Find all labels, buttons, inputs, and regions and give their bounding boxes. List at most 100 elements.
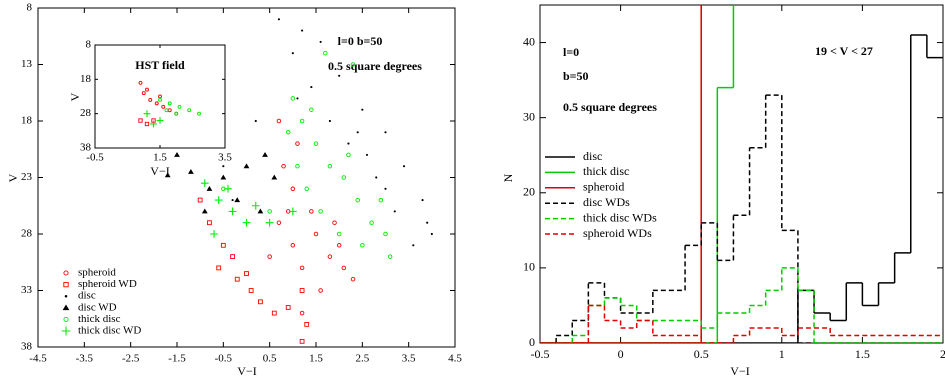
x-axis-label: V−I xyxy=(730,364,749,378)
point xyxy=(216,265,222,271)
point xyxy=(299,310,305,316)
y-tick-label: 30 xyxy=(523,109,535,123)
legend-label: spheroid WDs xyxy=(583,226,652,240)
point xyxy=(267,254,272,259)
point xyxy=(177,104,182,109)
x-tick-label: 1.5 xyxy=(855,347,870,361)
point xyxy=(258,299,263,305)
point xyxy=(257,208,264,214)
point xyxy=(332,220,337,225)
point xyxy=(200,179,209,188)
point xyxy=(164,172,171,178)
point xyxy=(356,131,359,134)
annotation: 0.5 square degrees xyxy=(563,100,657,114)
point xyxy=(336,243,342,248)
x-tick-label: 0.5 xyxy=(263,353,277,365)
point xyxy=(243,163,250,169)
point xyxy=(291,52,294,55)
point xyxy=(276,220,282,225)
y-axis-label: N xyxy=(501,173,515,182)
point xyxy=(214,196,223,204)
point xyxy=(188,168,194,174)
point xyxy=(288,207,297,216)
legend-marker xyxy=(61,326,71,336)
x-tick-label: 2.5 xyxy=(355,353,369,365)
y-tick-label: 38 xyxy=(21,341,33,353)
point xyxy=(350,276,356,282)
point xyxy=(230,254,235,259)
y-tick-label: 18 xyxy=(21,115,33,127)
point xyxy=(301,29,304,32)
point xyxy=(318,288,323,293)
panel: -4.5 -3.5 -2.5 -1.5 -0.5 0.5 1.5 2.5 3.5 4.5 8 13 18… xyxy=(6,2,463,378)
legend-marker xyxy=(63,270,69,276)
y-tick-label: 23 xyxy=(21,171,33,183)
point xyxy=(378,197,384,203)
point xyxy=(234,276,240,282)
x-tick-label: 1 xyxy=(779,347,785,361)
x-tick-label: 2 xyxy=(940,347,945,361)
point xyxy=(141,91,146,96)
x-tick-label: -0.5 xyxy=(215,353,233,365)
point xyxy=(341,175,347,180)
legend-marker xyxy=(63,281,69,288)
y-tick-label: 8 xyxy=(86,39,92,51)
plot-frame xyxy=(539,4,944,344)
legend-marker xyxy=(64,294,68,298)
y-tick-label: 10 xyxy=(523,260,535,274)
point xyxy=(234,197,241,203)
point xyxy=(295,163,300,169)
point xyxy=(383,231,388,237)
point xyxy=(361,108,364,111)
y-tick-label: 28 xyxy=(80,107,92,119)
point xyxy=(290,96,296,101)
point xyxy=(338,74,341,77)
point xyxy=(281,163,286,169)
y-axis-label: V xyxy=(68,92,82,101)
legend-label: disc WD xyxy=(78,301,117,313)
point xyxy=(323,50,328,56)
point xyxy=(384,131,387,134)
point xyxy=(393,210,396,213)
point xyxy=(167,101,172,106)
point xyxy=(158,97,162,102)
point xyxy=(328,119,331,123)
point xyxy=(210,230,218,238)
point xyxy=(228,207,237,216)
x-tick-label: 1.5 xyxy=(309,353,323,365)
point xyxy=(299,265,305,271)
legend-label: thick disc WDs xyxy=(583,210,657,224)
point xyxy=(150,120,157,128)
point xyxy=(319,40,322,43)
point xyxy=(265,218,274,227)
inset-title: HST field xyxy=(135,58,185,72)
x-axis-label: V−I xyxy=(237,364,256,378)
point xyxy=(304,186,309,192)
annotation: b=50 xyxy=(563,69,589,83)
point xyxy=(267,209,272,214)
point xyxy=(148,97,153,102)
point xyxy=(365,153,369,156)
point xyxy=(144,121,150,127)
point xyxy=(309,209,314,214)
point xyxy=(299,338,305,344)
point xyxy=(421,199,424,202)
point xyxy=(174,111,179,116)
annotation: l=0 xyxy=(563,45,579,59)
y-tick-label: 18 xyxy=(80,73,92,85)
point xyxy=(143,110,151,118)
point xyxy=(242,218,251,227)
y-tick-label: 8 xyxy=(27,2,33,14)
point xyxy=(369,220,374,225)
point xyxy=(276,118,282,124)
point xyxy=(430,232,433,236)
plot-area xyxy=(540,5,943,343)
point xyxy=(426,221,429,224)
point xyxy=(313,231,319,237)
point xyxy=(350,62,356,67)
point xyxy=(296,97,299,100)
point xyxy=(220,242,226,248)
y-tick-label: 28 xyxy=(21,228,33,240)
